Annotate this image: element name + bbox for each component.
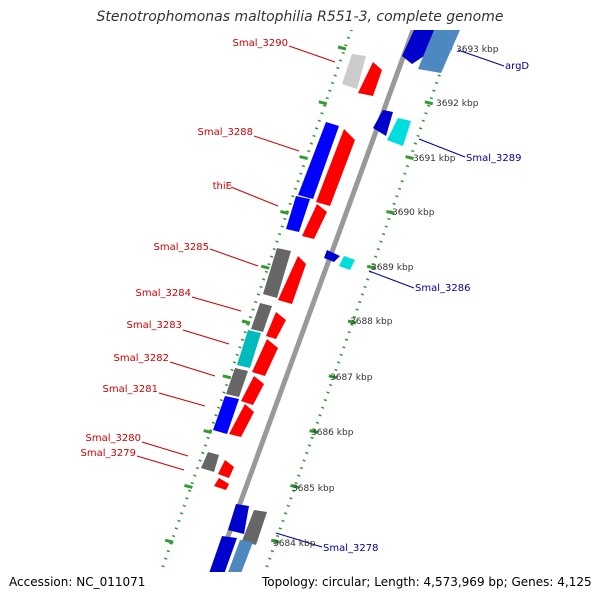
major-tick — [270, 538, 280, 544]
kbp-label: 3685 kbp — [292, 484, 335, 494]
major-tick — [184, 483, 193, 489]
gene-argD-block — [402, 30, 440, 64]
gene-label-Smal_3280: Smal_3280 — [86, 433, 141, 444]
gene-Smal_3280-block — [201, 452, 219, 472]
gene-Smal_3289-feature — [387, 118, 411, 146]
topology-summary: Topology: circular; Length: 4,573,969 bp… — [262, 575, 592, 589]
gene-Smal_3288-block — [298, 122, 339, 199]
kbp-label: 3693 kbp — [456, 45, 499, 55]
major-tick — [252, 595, 260, 597]
major-tick — [146, 595, 154, 597]
gene-Smal_3288-feature — [316, 129, 355, 206]
gene-bottom-feature — [228, 540, 253, 572]
outer-tick-track — [159, 30, 353, 572]
kbp-label: 3692 kbp — [436, 99, 479, 109]
gene-Smal_3281-feature — [229, 404, 254, 437]
gene-Smal_3282-block — [226, 368, 248, 397]
gene-label-Smal_3290: Smal_3290 — [233, 38, 288, 49]
gene-label-Smal_3284: Smal_3284 — [136, 288, 191, 299]
kbp-labels: 3693 kbp 3692 kbp 3691 kbp 3690 kbp 3689… — [273, 45, 499, 549]
kbp-label: 3690 kbp — [392, 208, 435, 218]
reverse-gene-labels: argD Smal_3289 Smal_3286 Smal_3278 — [323, 61, 529, 554]
gene-Smal_3279-feature — [214, 478, 229, 490]
gene-label-Smal_3286: Smal_3286 — [415, 283, 470, 294]
gene-Smal_3284-block — [251, 303, 272, 332]
major-tick — [386, 209, 395, 215]
gene-Smal_3286-block — [324, 250, 340, 262]
gene-label-thiE: thiE — [213, 181, 232, 192]
page-title: Stenotrophomonas maltophilia R551-3, com… — [96, 9, 504, 25]
forward-gene-labels: Smal_3290 Smal_3288 thiE Smal_3285 Smal_… — [81, 38, 288, 459]
major-ticks — [146, 45, 453, 597]
gene-label-Smal_3278: Smal_3278 — [323, 543, 378, 554]
gene-label-argD: argD — [505, 61, 529, 72]
gene-Smal_3278-feature — [242, 510, 267, 545]
major-tick — [164, 538, 174, 544]
major-tick — [347, 319, 357, 325]
major-tick — [405, 155, 414, 161]
gene-Smal_3283-block — [237, 330, 261, 368]
major-tick — [328, 374, 338, 380]
gene-Smal_3289-block — [373, 110, 393, 136]
major-tick — [280, 209, 289, 215]
gene-thiE-block — [286, 196, 310, 232]
major-tick — [318, 100, 328, 106]
gene-label-Smal_3283: Smal_3283 — [127, 320, 182, 331]
major-tick — [260, 264, 270, 270]
kbp-label: 3691 kbp — [413, 154, 456, 164]
kbp-label: 3688 kbp — [350, 317, 393, 327]
gene-bottom-block — [209, 536, 237, 572]
major-tick — [290, 483, 299, 489]
gene-label-Smal_3281: Smal_3281 — [103, 384, 158, 395]
gene-argD-feature — [418, 30, 460, 73]
leader-lines — [136, 45, 505, 548]
gene-Smal_3290-block — [342, 54, 366, 89]
gene-label-Smal_3288: Smal_3288 — [198, 127, 253, 138]
kbp-label: 3684 kbp — [273, 539, 316, 549]
gene-Smal_3279-block — [218, 460, 234, 478]
gene-Smal_3278-block — [228, 504, 249, 534]
kbp-label: 3686 kbp — [311, 428, 354, 438]
accession-text: Accession: NC_011071 — [9, 575, 146, 589]
gene-Smal_3282-feature — [241, 376, 264, 405]
gene-label-Smal_3285: Smal_3285 — [154, 242, 209, 253]
gene-Smal_3285-feature — [278, 256, 306, 304]
major-tick — [222, 374, 232, 380]
gene-Smal_3283-feature — [252, 339, 278, 376]
gene-thiE-feature — [302, 204, 327, 239]
kbp-label: 3689 kbp — [371, 263, 414, 273]
gene-Smal_3286-feature — [339, 256, 355, 270]
gene-label-Smal_3289: Smal_3289 — [466, 153, 521, 164]
inner-tick-track — [263, 30, 457, 572]
major-tick — [366, 264, 376, 270]
gene-Smal_3284-feature — [266, 312, 286, 339]
major-tick — [241, 319, 251, 325]
gene-Smal_3285-block — [263, 248, 291, 298]
major-tick — [424, 100, 434, 106]
gene-Smal_3290-feature — [358, 62, 382, 96]
major-tick — [337, 45, 347, 51]
major-tick — [203, 429, 212, 435]
major-tick — [299, 155, 308, 161]
gene-label-Smal_3282: Smal_3282 — [114, 353, 169, 364]
major-tick — [309, 429, 318, 435]
gene-label-Smal_3279: Smal_3279 — [81, 448, 136, 459]
gene-Smal_3281-block — [213, 396, 239, 434]
kbp-label: 3687 kbp — [330, 373, 373, 383]
